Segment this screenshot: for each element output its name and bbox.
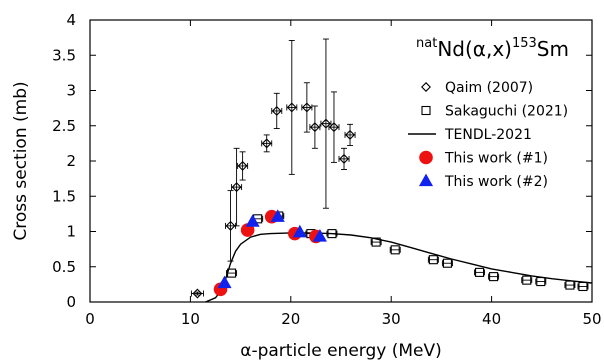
diamond-data-point: [301, 82, 313, 133]
triangle-data-point: [217, 275, 232, 289]
y-tick-label: 4: [66, 11, 76, 29]
reaction-annotation: natNd(α,x)153Sm: [416, 36, 569, 61]
axis-ticks: 0 10 20 30 40 50 0 0.5 1 1.5 2 2.5 3 3.5 4: [52, 11, 601, 328]
square-marker: [227, 268, 237, 278]
square-marker: [475, 267, 485, 277]
y-tick-label: 2: [66, 152, 76, 170]
legend-entry: This work (#2): [418, 173, 548, 190]
diamond-marker: [328, 122, 339, 133]
diamond-data-point: [309, 105, 321, 149]
legend-marker-swatch: [419, 150, 433, 165]
diamond-marker: [225, 220, 236, 231]
diamond-marker: [261, 138, 272, 149]
square-marker: [371, 237, 381, 247]
legend-label: Sakaguchi (2021): [445, 104, 568, 120]
y-axis-label: Cross section (mb): [11, 81, 31, 240]
square-marker: [565, 280, 575, 290]
square-marker: [428, 255, 438, 265]
diamond-marker: [231, 182, 242, 193]
square-marker: [442, 258, 452, 268]
triangle-data-point: [312, 229, 327, 242]
legend-marker-swatch: [421, 82, 431, 92]
diamond-marker: [309, 122, 320, 133]
square-data-point: [535, 277, 547, 287]
triangle-data-point: [245, 214, 260, 227]
legend-marker-swatch: [421, 105, 431, 116]
square-marker: [578, 281, 588, 292]
square-marker: [327, 229, 337, 239]
y-tick-label: 3.5: [52, 46, 76, 64]
square-marker: [536, 277, 546, 287]
square-data-point: [441, 258, 453, 268]
square-data-point: [488, 272, 500, 282]
square-data-point: [370, 237, 382, 247]
legend-entry: TENDL-2021: [408, 127, 532, 143]
square-marker: [522, 275, 532, 285]
diamond-marker: [192, 288, 203, 299]
diamond-marker: [271, 105, 282, 116]
square-data-point: [564, 280, 576, 290]
y-tick-label: 2.5: [52, 117, 76, 135]
triangle-data-point: [292, 224, 307, 238]
legend-label: TENDL-2021: [444, 127, 532, 143]
square-data-point: [389, 245, 401, 255]
diamond-marker: [339, 153, 349, 164]
diamond-marker: [237, 160, 248, 171]
triangle-marker: [270, 209, 285, 222]
diamond-data-point: [320, 38, 332, 209]
triangle-marker: [217, 275, 232, 289]
square-data-point: [474, 267, 486, 277]
diamond-data-point: [261, 134, 273, 153]
diamond-marker: [345, 129, 356, 140]
triangle-marker: [292, 224, 307, 238]
legend-entry: This work (#1): [419, 151, 548, 167]
square-data-point: [226, 268, 238, 278]
x-axis-label: α-particle energy (MeV): [240, 341, 442, 361]
reaction-sup-nat: nat: [416, 36, 437, 51]
legend-label: This work (#2): [444, 174, 548, 190]
diamond-marker: [286, 102, 297, 113]
square-marker: [489, 272, 499, 282]
reaction-sup-mass: 153: [512, 36, 537, 51]
triangle-marker: [312, 229, 327, 242]
legend-entry: Qaim (2007): [421, 80, 533, 96]
y-tick-label: 3: [66, 82, 76, 100]
diamond-data-point: [344, 123, 356, 146]
legend-entry: Sakaguchi (2021): [421, 104, 568, 120]
legend-label: This work (#1): [444, 151, 548, 167]
reaction-product: Sm: [537, 37, 569, 61]
y-tick-label: 0.5: [52, 258, 76, 276]
diamond-data-point: [190, 288, 204, 299]
triangle-data-point: [270, 209, 285, 222]
x-tick-label: 10: [181, 310, 200, 328]
diamond-data-point: [231, 147, 243, 227]
square-marker: [390, 245, 400, 255]
diamond-data-point: [338, 147, 350, 170]
plot-area: [190, 38, 593, 303]
reaction-main: Nd(α,x): [437, 37, 512, 61]
diamond-marker: [301, 102, 312, 113]
x-tick-label: 0: [85, 310, 95, 328]
x-tick-label: 20: [281, 310, 300, 328]
square-data-point: [577, 281, 589, 292]
y-tick-label: 1.5: [52, 187, 76, 205]
x-tick-label: 40: [482, 310, 501, 328]
triangle-marker: [245, 214, 260, 227]
y-tick-label: 0: [66, 293, 76, 311]
diamond-data-point: [286, 39, 298, 175]
x-tick-label: 30: [382, 310, 401, 328]
diamond-marker: [320, 118, 331, 129]
square-data-point: [427, 255, 439, 265]
diamond-data-point: [328, 91, 340, 163]
y-tick-label: 1: [66, 223, 76, 241]
legend: Qaim (2007) Sakaguchi (2021) TENDL-2021 Thi…: [408, 80, 568, 190]
legend-marker-swatch: [418, 173, 434, 187]
square-data-point: [521, 275, 533, 285]
diamond-data-point: [271, 92, 283, 130]
diamond-data-point: [237, 151, 249, 181]
square-data-point: [326, 229, 338, 239]
legend-label: Qaim (2007): [445, 80, 533, 96]
x-tick-label: 50: [582, 310, 601, 328]
